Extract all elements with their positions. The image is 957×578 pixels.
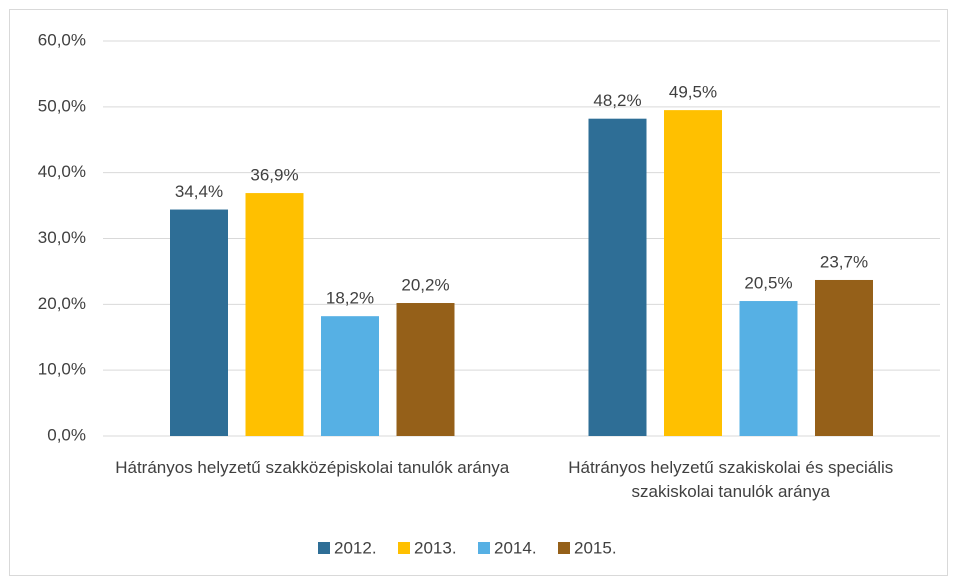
bar xyxy=(170,209,228,436)
data-label: 34,4% xyxy=(175,182,223,201)
data-label: 23,7% xyxy=(820,252,868,271)
y-tick-label: 0,0% xyxy=(47,425,86,444)
legend-label: 2014. xyxy=(494,538,537,557)
y-tick-label: 50,0% xyxy=(38,96,86,115)
chart-border xyxy=(9,9,948,576)
y-tick-label: 30,0% xyxy=(38,228,86,247)
bar xyxy=(739,301,798,436)
data-label: 49,5% xyxy=(669,83,717,102)
data-label: 18,2% xyxy=(326,289,374,308)
legend-label: 2013. xyxy=(414,538,457,557)
data-label: 20,2% xyxy=(401,276,449,295)
legend-swatch xyxy=(478,542,490,554)
legend-swatch xyxy=(558,542,570,554)
bar xyxy=(815,279,873,436)
y-tick-label: 60,0% xyxy=(38,30,86,49)
data-label: 20,5% xyxy=(744,274,792,293)
legend-swatch xyxy=(398,542,410,554)
y-tick-label: 40,0% xyxy=(38,162,86,181)
bar xyxy=(664,110,722,436)
legend-swatch xyxy=(318,542,330,554)
bar xyxy=(396,303,455,436)
x-tick-label: Hátrányos helyzetű szakiskolai és speciá… xyxy=(568,458,894,501)
bar xyxy=(321,316,379,436)
y-tick-label: 10,0% xyxy=(38,360,86,379)
bar xyxy=(245,193,304,436)
y-tick-label: 20,0% xyxy=(38,294,86,313)
legend-label: 2015. xyxy=(574,538,617,557)
bar xyxy=(588,118,647,436)
data-label: 36,9% xyxy=(250,166,298,185)
legend-label: 2012. xyxy=(334,538,377,557)
data-label: 48,2% xyxy=(593,91,641,110)
x-tick-label: Hátrányos helyzetű szakközépiskolai tanu… xyxy=(115,458,510,477)
